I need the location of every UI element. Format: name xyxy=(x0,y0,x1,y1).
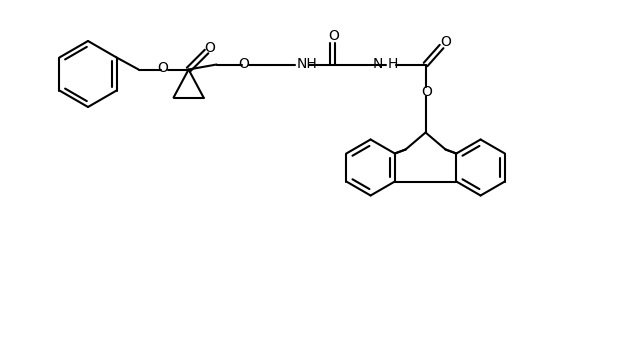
Text: O: O xyxy=(238,56,249,70)
Text: H: H xyxy=(387,56,398,70)
Text: O: O xyxy=(328,29,339,43)
Text: N: N xyxy=(372,56,382,70)
Text: O: O xyxy=(204,41,215,55)
Text: O: O xyxy=(440,35,451,49)
Text: O: O xyxy=(157,61,168,75)
Text: NH: NH xyxy=(297,56,317,70)
Text: O: O xyxy=(421,86,432,100)
